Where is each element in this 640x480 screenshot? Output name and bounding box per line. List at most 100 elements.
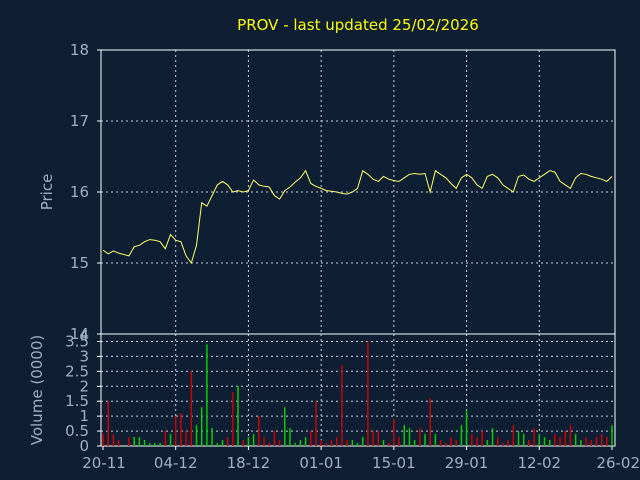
price-tick-label: 18 (70, 41, 89, 59)
volume-bar (128, 437, 130, 446)
volume-bar (367, 341, 369, 446)
volume-bar (247, 437, 250, 446)
volume-bar (346, 440, 348, 446)
volume-bar (517, 431, 520, 446)
volume-tick-label: 2 (79, 377, 89, 395)
volume-bar (580, 440, 582, 446)
volume-bar (590, 440, 592, 446)
volume-bar (164, 431, 167, 446)
volume-bar (258, 416, 260, 446)
price-series-line (102, 169, 613, 265)
volume-bar (335, 437, 338, 446)
volume-bar (252, 434, 255, 446)
volume-bar (278, 440, 281, 446)
volume-bar (585, 437, 587, 446)
volume-bar (486, 440, 489, 446)
volume-bar (216, 443, 219, 446)
volume-tick-label: 0.5 (65, 422, 89, 440)
volume-bar (351, 440, 354, 446)
volume-bar (434, 434, 437, 446)
volume-bar (548, 440, 551, 446)
x-tick-label: 18-12 (227, 454, 271, 472)
volume-bar (413, 440, 416, 446)
volume-bar (559, 437, 561, 446)
volume-bar (341, 365, 343, 446)
volume-bar (325, 443, 328, 446)
volume-bar (408, 428, 411, 446)
volume-bar (195, 425, 198, 446)
volume-bar (304, 437, 307, 446)
volume-bar (284, 407, 286, 446)
volume-bar (554, 434, 556, 446)
volume-bar (273, 431, 276, 446)
volume-gridlines (101, 334, 615, 446)
volume-bar (424, 434, 426, 446)
volume-bar (465, 410, 468, 446)
volume-bar (200, 407, 203, 446)
volume-bar (496, 437, 499, 446)
price-tick-label: 14 (70, 325, 89, 343)
volume-bar (294, 443, 296, 446)
volume-bar (112, 434, 115, 446)
volume-bar (445, 443, 447, 446)
volume-bar (611, 425, 613, 446)
volume-bar (174, 416, 177, 446)
volume-bar (512, 425, 515, 446)
volume-bar (310, 431, 312, 446)
price-tick-label: 15 (70, 254, 89, 272)
volume-bar (143, 440, 146, 446)
volume-bar (528, 440, 530, 446)
volume-bar (154, 443, 156, 446)
volume-bar (522, 434, 525, 446)
volume-bar (569, 425, 572, 446)
volume-bar (237, 386, 239, 446)
volume-bars (102, 341, 613, 446)
volume-bar (398, 437, 400, 446)
chart-title: PROV - last updated 25/02/2026 (237, 16, 479, 34)
volume-bar (595, 437, 598, 446)
volume-bar (600, 434, 603, 446)
volume-bar (471, 434, 473, 446)
volume-panel-frame (100, 333, 616, 447)
volume-bar (419, 428, 421, 446)
x-tick-label: 26-02 (596, 454, 640, 472)
volume-bar (190, 371, 193, 446)
volume-bar (606, 437, 608, 446)
volume-bar (242, 440, 244, 446)
x-tick-label: 20-11 (82, 454, 126, 472)
volume-bar (159, 443, 161, 446)
volume-bar (320, 440, 322, 446)
volume-bar (455, 440, 457, 446)
volume-bar (450, 437, 452, 446)
volume-bar (403, 425, 405, 446)
volume-bar (299, 440, 302, 446)
volume-bar (232, 392, 234, 446)
x-tick-label: 01-01 (299, 454, 343, 472)
volume-bar (574, 434, 577, 446)
price-y-ticks: 14 15 16 17 18 4 (70, 41, 101, 345)
volume-bar (138, 437, 141, 446)
volume-bar (211, 428, 213, 446)
volume-bar (289, 428, 291, 446)
volume-bar (538, 434, 541, 446)
volume-bar (330, 440, 333, 446)
volume-bar (102, 434, 104, 446)
volume-bar (169, 434, 172, 446)
volume-bar (221, 440, 224, 446)
volume-bar (543, 437, 546, 446)
volume-bar (226, 437, 229, 446)
volume-tick-label: 2.5 (65, 362, 89, 380)
volume-bar (107, 401, 109, 446)
volume-bar (382, 440, 385, 446)
price-tick-label: 17 (70, 112, 89, 130)
price-tick-label: 16 (70, 183, 89, 201)
price-tick-label-low: 4 (79, 327, 89, 345)
volume-bar (533, 428, 535, 446)
x-tick-label: 29-01 (445, 454, 489, 472)
volume-tick-label: 3 (79, 347, 89, 365)
volume-bar (502, 443, 504, 446)
volume-bar (429, 398, 431, 446)
volume-axis-label: Volume (0000) (28, 335, 46, 445)
price-gridlines (101, 50, 615, 334)
